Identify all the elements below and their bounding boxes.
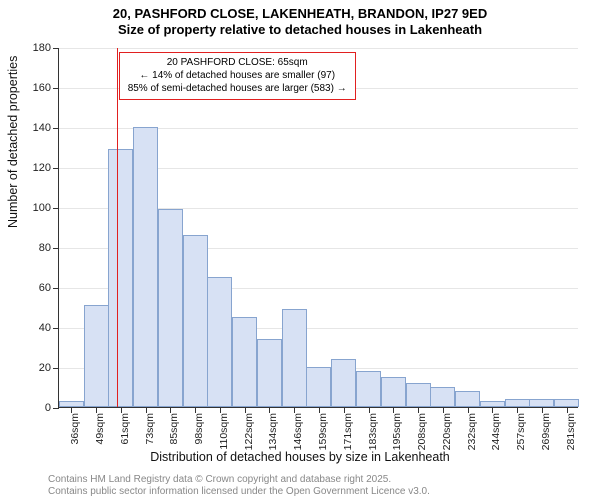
histogram-bar xyxy=(356,371,381,407)
footer-copyright: Contains HM Land Registry data © Crown c… xyxy=(48,474,391,485)
callout-larger: 85% of semi-detached houses are larger (… xyxy=(128,82,347,95)
x-axis-label: Distribution of detached houses by size … xyxy=(0,450,600,464)
histogram-bar xyxy=(455,391,480,407)
x-tick-label: 49sqm xyxy=(94,413,106,445)
y-tick-label: 60 xyxy=(39,282,59,294)
x-tick-label: 269sqm xyxy=(540,413,552,450)
y-tick-label: 180 xyxy=(33,42,59,54)
x-tick-label: 183sqm xyxy=(367,413,379,450)
histogram-bar xyxy=(331,359,356,407)
histogram-bar xyxy=(232,317,257,407)
histogram-bar xyxy=(306,367,331,407)
y-tick-label: 40 xyxy=(39,322,59,334)
x-tick-label: 244sqm xyxy=(490,413,502,450)
x-tick-label: 146sqm xyxy=(292,413,304,450)
callout-property: 20 PASHFORD CLOSE: 65sqm xyxy=(128,56,347,69)
histogram-bar xyxy=(207,277,232,407)
x-tick-label: 159sqm xyxy=(317,413,329,450)
gridline xyxy=(59,48,578,49)
histogram-bar xyxy=(158,209,183,407)
property-marker-line xyxy=(117,48,118,407)
y-tick-label: 80 xyxy=(39,242,59,254)
x-tick-label: 281sqm xyxy=(565,413,577,450)
y-tick-label: 140 xyxy=(33,122,59,134)
footer-licence: Contains public sector information licen… xyxy=(48,486,430,497)
x-tick-label: 110sqm xyxy=(218,413,230,450)
y-tick-label: 160 xyxy=(33,82,59,94)
x-tick-label: 73sqm xyxy=(144,413,156,445)
property-callout: 20 PASHFORD CLOSE: 65sqm← 14% of detache… xyxy=(119,52,356,100)
histogram-bar xyxy=(108,149,133,407)
title-address: 20, PASHFORD CLOSE, LAKENHEATH, BRANDON,… xyxy=(0,6,600,22)
x-tick-label: 122sqm xyxy=(243,413,255,450)
chart-container: 20, PASHFORD CLOSE, LAKENHEATH, BRANDON,… xyxy=(0,0,600,500)
histogram-bar xyxy=(381,377,406,407)
histogram-bar xyxy=(257,339,282,407)
x-tick-label: 195sqm xyxy=(391,413,403,450)
histogram-bar xyxy=(554,399,579,407)
title-subtitle: Size of property relative to detached ho… xyxy=(0,22,600,38)
x-tick-label: 134sqm xyxy=(267,413,279,450)
x-tick-label: 208sqm xyxy=(416,413,428,450)
histogram-bar xyxy=(282,309,307,407)
x-tick-label: 98sqm xyxy=(193,413,205,445)
y-axis-label: Number of detached properties xyxy=(6,56,20,228)
histogram-bar xyxy=(84,305,109,407)
y-tick-label: 120 xyxy=(33,162,59,174)
histogram-bar xyxy=(406,383,431,407)
y-tick-label: 100 xyxy=(33,202,59,214)
x-tick-label: 85sqm xyxy=(168,413,180,445)
histogram-bar xyxy=(430,387,455,407)
histogram-bar xyxy=(133,127,158,407)
x-tick-label: 257sqm xyxy=(515,413,527,450)
chart-title: 20, PASHFORD CLOSE, LAKENHEATH, BRANDON,… xyxy=(0,0,600,39)
x-tick-label: 232sqm xyxy=(466,413,478,450)
x-tick-label: 171sqm xyxy=(342,413,354,450)
x-tick-label: 61sqm xyxy=(119,413,131,445)
x-tick-label: 36sqm xyxy=(69,413,81,445)
histogram-bar xyxy=(529,399,554,407)
histogram-bar xyxy=(183,235,208,407)
histogram-bar xyxy=(505,399,530,407)
x-tick-label: 220sqm xyxy=(441,413,453,450)
callout-smaller: ← 14% of detached houses are smaller (97… xyxy=(128,69,347,82)
y-tick-label: 20 xyxy=(39,362,59,374)
plot-area: 02040608010012014016018036sqm49sqm61sqm7… xyxy=(58,48,578,408)
y-tick-label: 0 xyxy=(45,402,59,414)
